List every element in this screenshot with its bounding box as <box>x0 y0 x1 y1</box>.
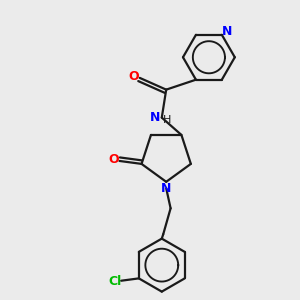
Text: H: H <box>163 115 171 125</box>
Text: N: N <box>161 182 171 195</box>
Text: O: O <box>128 70 139 83</box>
Text: N: N <box>150 111 160 124</box>
Text: Cl: Cl <box>108 275 121 288</box>
Text: O: O <box>108 153 119 166</box>
Text: N: N <box>222 26 232 38</box>
